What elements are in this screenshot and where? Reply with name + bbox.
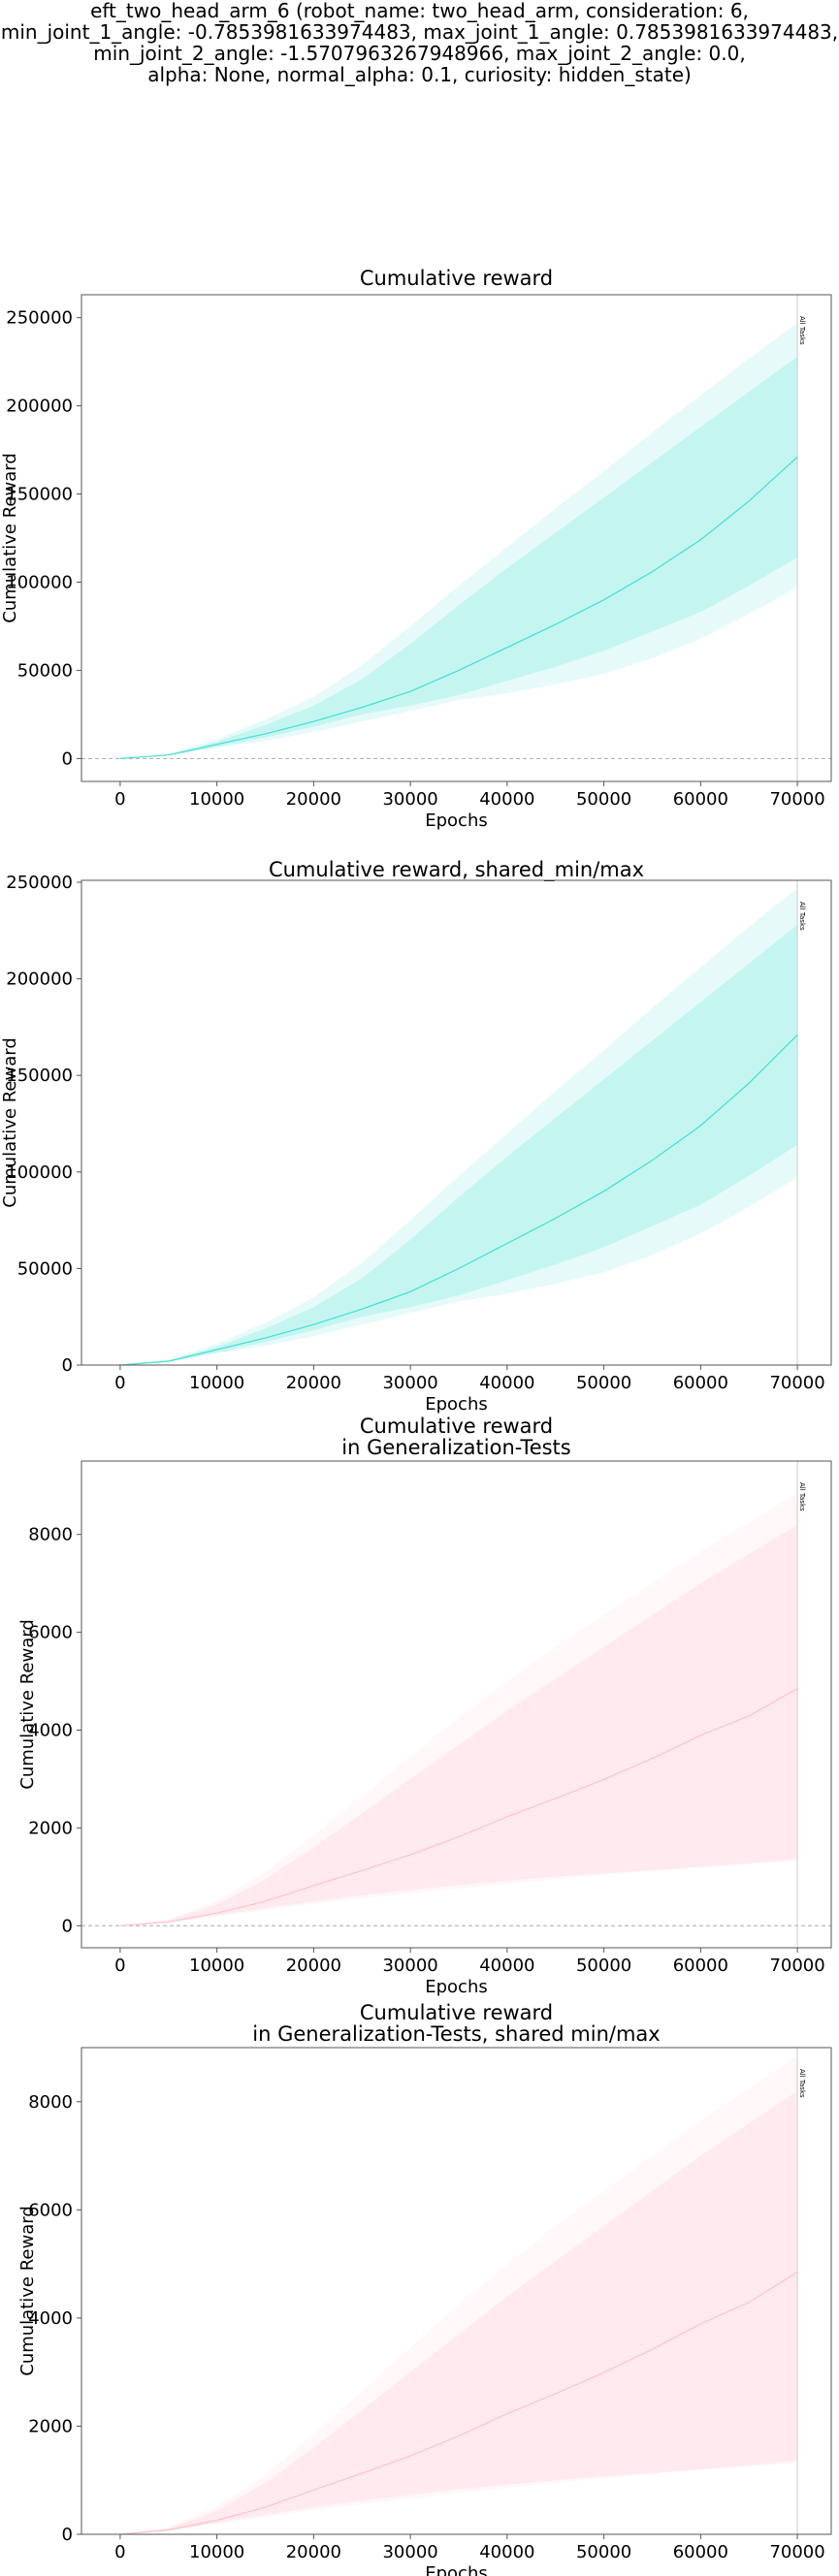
task-marker-label: All Tasks <box>798 316 806 345</box>
figure-suptitle: eft_two_head_arm_6 (robot_name: two_head… <box>0 0 839 86</box>
y-tick-label: 0 <box>62 1916 73 1936</box>
x-tick-label: 60000 <box>673 1956 728 1976</box>
x-tick-label: 40000 <box>479 1956 534 1976</box>
y-tick-label: 8000 <box>28 1525 73 1545</box>
x-tick-label: 10000 <box>189 2542 244 2562</box>
y-tick-label: 0 <box>62 1355 73 1376</box>
x-axis-label: Epochs <box>425 1394 488 1415</box>
y-tick-label: 2000 <box>28 2416 73 2436</box>
x-tick-label: 50000 <box>576 1373 631 1393</box>
plot-frame <box>81 2047 832 2535</box>
y-tick-label: 200000 <box>6 397 73 417</box>
chart-title: Cumulative reward <box>360 267 553 290</box>
x-tick-label: 70000 <box>769 1956 824 1976</box>
plot-area <box>119 2048 798 2534</box>
mean-series-line <box>119 2271 798 2534</box>
x-tick-label: 50000 <box>576 2542 631 2562</box>
x-tick-label: 10000 <box>189 1373 244 1393</box>
x-tick-label: 30000 <box>382 1956 437 1976</box>
chart-title: Cumulative reward, shared_min/max <box>269 858 644 882</box>
mean-series-line <box>119 456 798 759</box>
mean-series-line <box>119 1034 798 1365</box>
x-tick-label: 0 <box>114 789 125 810</box>
chart-title: in Generalization-Tests <box>341 1436 570 1459</box>
y-tick-label: 6000 <box>28 2200 73 2220</box>
y-tick-label: 50000 <box>17 1258 73 1279</box>
y-tick-label: 6000 <box>28 1623 73 1643</box>
y-tick-label: 150000 <box>6 1065 73 1086</box>
x-tick-label: 0 <box>114 1956 125 1976</box>
x-tick-label: 20000 <box>286 789 341 810</box>
plot-frame <box>81 1460 832 1949</box>
plot-area <box>81 295 831 781</box>
chart-title: Cumulative reward <box>360 2001 553 2024</box>
x-tick-label: 40000 <box>479 1373 534 1393</box>
x-tick-label: 30000 <box>382 789 437 810</box>
task-marker-label: All Tasks <box>798 1482 806 1511</box>
task-marker-label: All Tasks <box>798 2069 806 2098</box>
confidence-band-inner <box>119 924 798 1365</box>
x-axis-label: Epochs <box>425 2563 488 2576</box>
y-tick-label: 4000 <box>28 1720 73 1740</box>
chart-cumulative-reward-shared: Cumulative reward, shared_min/max All Tas… <box>0 858 832 1415</box>
plot-area <box>119 880 798 1365</box>
y-tick-label: 2000 <box>28 1818 73 1838</box>
y-tick-label: 100000 <box>6 1162 73 1183</box>
chart-cumulative-reward: Cumulative reward All Tasks 0 10000 20000 300… <box>0 267 832 831</box>
y-tick-label: 0 <box>62 2525 73 2545</box>
x-tick-label: 70000 <box>769 1373 824 1393</box>
confidence-band-outer <box>119 888 798 1365</box>
y-tick-label: 8000 <box>28 2092 73 2113</box>
x-tick-label: 10000 <box>189 789 244 810</box>
x-tick-label: 30000 <box>382 2542 437 2562</box>
mean-series-line <box>119 1688 798 1926</box>
chart-title: Cumulative reward <box>360 1415 553 1438</box>
x-tick-label: 20000 <box>286 2542 341 2562</box>
x-tick-label: 30000 <box>382 1373 437 1393</box>
x-tick-label: 20000 <box>286 1956 341 1976</box>
confidence-band-inner <box>119 2090 798 2534</box>
y-tick-label: 0 <box>62 748 73 769</box>
x-axis-label: Epochs <box>425 811 488 831</box>
x-tick-label: 50000 <box>576 789 631 810</box>
x-axis-label: Epochs <box>425 1977 488 1997</box>
y-axis-label: Cumulative Reward <box>17 1619 38 1790</box>
x-tick-label: 60000 <box>673 2542 728 2562</box>
x-tick-label: 60000 <box>673 1373 728 1393</box>
y-tick-label: 250000 <box>6 873 73 893</box>
confidence-band-outer <box>119 2055 798 2534</box>
x-tick-label: 40000 <box>479 789 534 810</box>
x-tick-label: 40000 <box>479 2542 534 2562</box>
plot-frame <box>81 879 832 1366</box>
y-tick-label: 150000 <box>6 485 73 505</box>
confidence-band-inner <box>119 1524 798 1926</box>
y-tick-label: 50000 <box>17 660 73 681</box>
x-tick-label: 0 <box>114 2542 125 2562</box>
y-axis-label: Cumulative Reward <box>17 2206 38 2376</box>
task-marker-label: All Tasks <box>798 902 806 931</box>
x-tick-label: 50000 <box>576 1956 631 1976</box>
plot-frame <box>81 294 832 782</box>
y-tick-label: 100000 <box>6 572 73 592</box>
confidence-band-inner <box>119 356 798 759</box>
x-tick-label: 60000 <box>673 789 728 810</box>
y-tick-label: 250000 <box>6 308 73 329</box>
confidence-band-outer <box>119 323 798 759</box>
x-tick-label: 70000 <box>769 789 824 810</box>
y-tick-label: 4000 <box>28 2308 73 2329</box>
y-axis-label: Cumulative Reward <box>0 453 20 623</box>
x-tick-label: 0 <box>114 1373 125 1393</box>
chart-title: in Generalization-Tests, shared min/max <box>252 2022 660 2046</box>
x-tick-label: 70000 <box>769 2542 824 2562</box>
y-tick-label: 200000 <box>6 970 73 990</box>
confidence-band-outer <box>119 1492 798 1926</box>
plot-area <box>81 1461 831 1948</box>
x-tick-label: 10000 <box>189 1956 244 1976</box>
x-tick-label: 20000 <box>286 1373 341 1393</box>
y-axis-label: Cumulative Reward <box>0 1037 20 1208</box>
